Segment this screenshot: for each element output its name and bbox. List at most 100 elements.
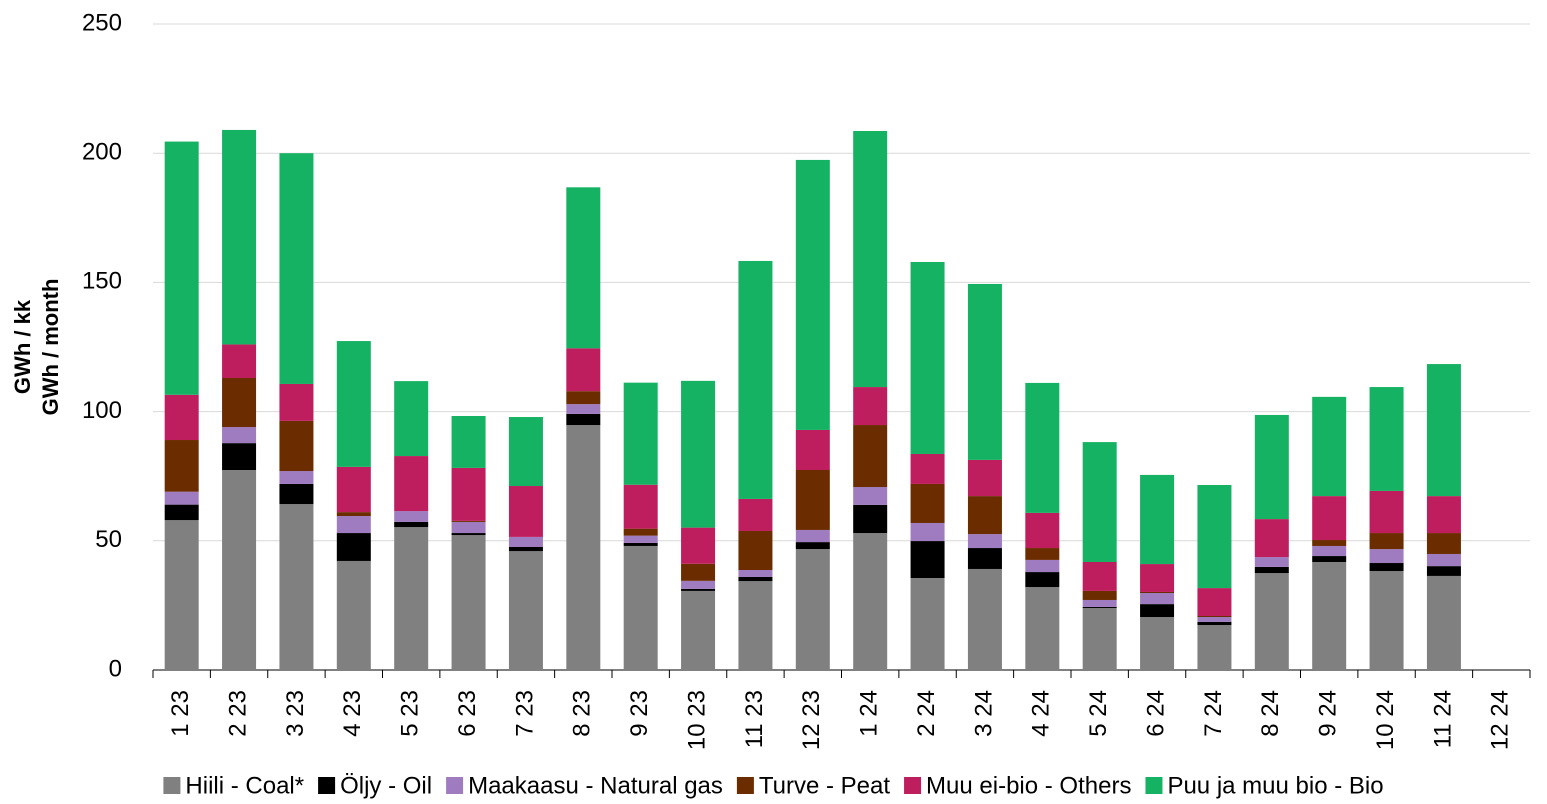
bar-segment	[967, 459, 1002, 497]
legend-swatch	[1145, 777, 1163, 794]
bar-segment	[566, 348, 601, 392]
bar-segment	[336, 560, 371, 670]
bar-segment	[853, 130, 888, 388]
bar-segment	[623, 535, 658, 543]
legend-swatch	[736, 777, 754, 794]
bar-segment	[1197, 617, 1232, 622]
bar-segment	[967, 568, 1002, 670]
bar-segment	[1254, 414, 1289, 520]
bar-segment	[1369, 490, 1404, 534]
bar-segment	[222, 129, 257, 345]
x-tick-label: 4 24	[1028, 690, 1055, 737]
bar-segment	[1312, 496, 1347, 541]
bar-segment	[222, 443, 257, 470]
y-axis-title: GWh / month	[38, 279, 63, 416]
y-tick-label: 50	[95, 526, 122, 553]
bar-segment	[451, 533, 486, 536]
bar-segment	[1312, 556, 1347, 562]
bar-segment	[681, 588, 716, 591]
bar-segment	[1025, 572, 1060, 588]
bar-segment	[508, 547, 543, 552]
bar-segment	[1369, 533, 1404, 550]
x-tick-label: 11 23	[741, 690, 768, 748]
bar-segment	[451, 535, 486, 670]
bar-segment	[451, 415, 486, 468]
x-tick-label: 3 24	[970, 690, 997, 737]
bar-segment	[910, 261, 945, 454]
bar-segment	[222, 427, 257, 444]
bar-segment	[279, 471, 314, 484]
bar-segment	[910, 522, 945, 542]
bar-segment	[1082, 606, 1117, 608]
y-tick-label: 150	[82, 268, 122, 295]
bar-segment	[222, 344, 257, 379]
bar-segment	[1426, 566, 1461, 576]
x-tick-label: 5 23	[397, 690, 424, 737]
x-tick-label: 5 24	[1085, 690, 1112, 737]
bar-segment	[394, 527, 429, 670]
bar-segment	[1254, 566, 1289, 574]
bar-segment	[1197, 625, 1232, 670]
bar-segment	[1025, 382, 1060, 513]
bar-segment	[681, 380, 716, 528]
bar-segment	[164, 504, 199, 521]
bar-segment	[967, 534, 1002, 549]
bar-segment	[164, 440, 199, 492]
bar-segment	[451, 520, 486, 522]
bar-segment	[566, 413, 601, 426]
bar-segment	[394, 521, 429, 528]
bar-segment	[566, 425, 601, 670]
bar-segment	[623, 528, 658, 536]
bar-segment	[394, 511, 429, 522]
legend-swatch	[904, 777, 922, 794]
bar-segment	[336, 466, 371, 513]
bar-segment	[1140, 604, 1175, 618]
legend-label: Öljy - Oil	[340, 772, 432, 799]
x-tick-label: 3 23	[282, 690, 309, 737]
bar-segment	[681, 563, 716, 581]
y-tick-label: 100	[82, 397, 122, 424]
bar-segment	[1197, 615, 1232, 618]
bar-segment	[1369, 549, 1404, 564]
bar-segment	[1312, 561, 1347, 670]
bar-segment	[738, 530, 773, 570]
bar-segment	[1426, 364, 1461, 497]
bar-segment	[795, 429, 830, 470]
bar-segment	[222, 469, 257, 670]
bar-segment	[222, 378, 257, 428]
bar-segment	[164, 520, 199, 670]
x-tick-label: 10 24	[1372, 690, 1399, 750]
bar-segment	[1140, 564, 1175, 592]
bar-segment	[336, 341, 371, 467]
bar-segment	[1369, 571, 1404, 670]
bar-segment	[1082, 590, 1117, 600]
bar-segment	[1140, 591, 1175, 593]
legend-label: Turve - Peat	[759, 772, 890, 799]
bar-segment	[279, 383, 314, 421]
legend-swatch	[446, 777, 464, 794]
bar-segment	[1197, 484, 1232, 589]
bar-segment	[336, 515, 371, 534]
bar-segment	[681, 590, 716, 670]
y-axis-title: GWh / kk	[10, 299, 35, 394]
legend-label: Maakaasu - Natural gas	[468, 772, 723, 799]
bar-segment	[681, 527, 716, 564]
x-tick-label: 9 24	[1315, 690, 1342, 737]
bar-segment	[1082, 561, 1117, 591]
bar-segment	[566, 391, 601, 405]
x-tick-label: 12 23	[798, 690, 825, 750]
bar-segment	[279, 483, 314, 505]
bar-segment	[1426, 553, 1461, 567]
bar-segment	[1369, 387, 1404, 491]
bar-segment	[279, 420, 314, 472]
bar-segment	[336, 533, 371, 561]
x-tick-label: 7 24	[1200, 690, 1227, 737]
x-tick-label: 8 24	[1257, 690, 1284, 737]
bar-segment	[910, 453, 945, 484]
bar-segment	[1426, 496, 1461, 534]
bar-segment	[1082, 442, 1117, 562]
bar-segment	[279, 504, 314, 670]
bar-segment	[795, 549, 830, 670]
bar-segment	[1140, 592, 1175, 605]
x-tick-label: 6 23	[454, 690, 481, 737]
